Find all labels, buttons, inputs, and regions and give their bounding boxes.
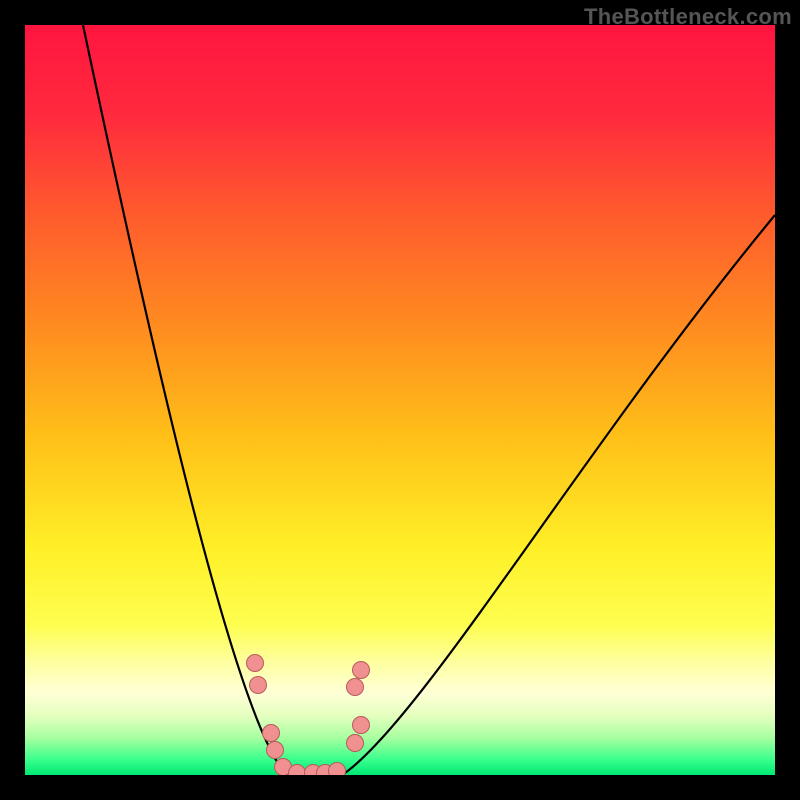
bottleneck-chart-svg: [25, 25, 775, 775]
data-marker: [347, 735, 364, 752]
gradient-background: [25, 25, 775, 775]
data-marker: [247, 655, 264, 672]
data-marker: [267, 742, 284, 759]
data-marker: [353, 662, 370, 679]
plot-area: [25, 25, 775, 775]
data-marker: [263, 725, 280, 742]
data-marker: [347, 679, 364, 696]
outer-frame: TheBottleneck.com: [0, 0, 800, 800]
data-marker: [353, 717, 370, 734]
data-marker: [250, 677, 267, 694]
watermark-text: TheBottleneck.com: [584, 4, 792, 30]
data-marker: [329, 763, 346, 776]
